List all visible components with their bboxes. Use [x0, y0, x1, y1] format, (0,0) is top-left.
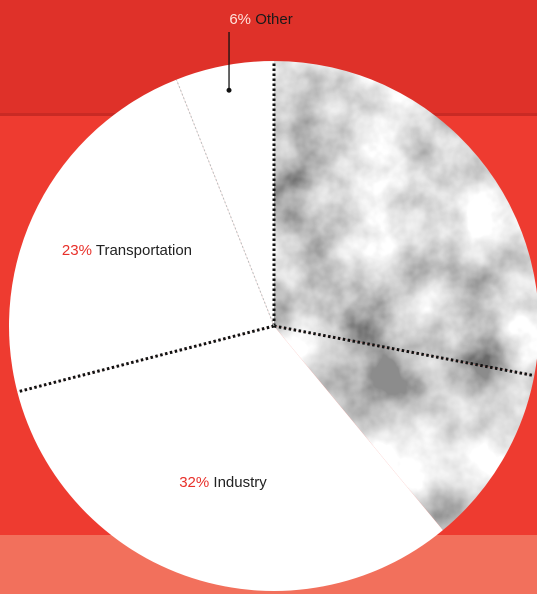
- slice-divider: [273, 324, 535, 378]
- slice-percent: 23%: [62, 242, 92, 259]
- slice: [176, 61, 274, 326]
- slice-name: Other: [255, 11, 293, 28]
- slice-divider: [175, 79, 275, 327]
- slice: [17, 326, 443, 592]
- slice-name: Industry: [213, 474, 267, 491]
- slice: [8, 79, 274, 392]
- slice: [274, 61, 537, 376]
- pie: 32% Industry 23% Transportation 6% Other: [8, 11, 537, 592]
- slice-divider: [16, 324, 275, 394]
- slice: [274, 326, 535, 531]
- slice-label: 32% Industry: [179, 474, 267, 491]
- slice-percent: 32%: [179, 474, 209, 491]
- slice-label: 23% Transportation: [62, 242, 192, 259]
- leader-dot: [226, 87, 232, 93]
- slice-percent: 6%: [229, 11, 251, 28]
- slice-label: 6% Other: [229, 11, 292, 28]
- slice-name: Transportation: [96, 242, 192, 259]
